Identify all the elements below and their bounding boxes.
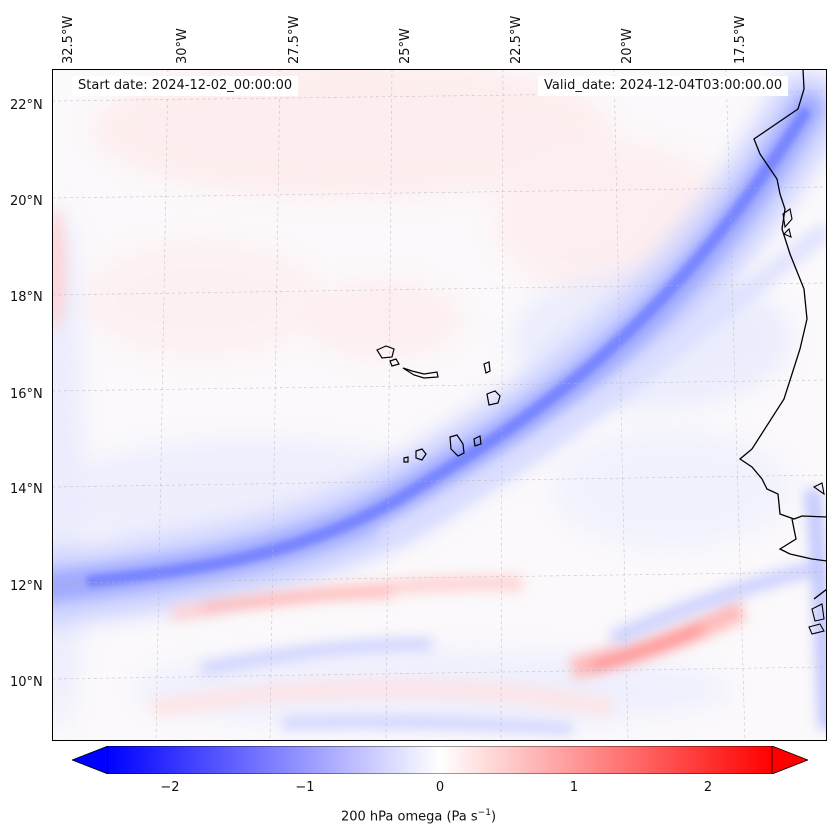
lat-label-20n: 20°N: [10, 194, 43, 209]
lat-label-12n: 12°N: [10, 579, 43, 594]
colorbar-tick-neg2: −2: [160, 780, 180, 795]
island-sao-nicolau: [402, 367, 439, 379]
lat-label-22n: 22°N: [10, 98, 43, 113]
island-santiago: [449, 434, 465, 457]
lat-label-16n: 16°N: [10, 387, 43, 402]
colorbar: [72, 746, 808, 774]
start-date-label: Start date: 2024-12-02_00:00:00: [72, 76, 299, 96]
lat-label-14n: 14°N: [10, 482, 43, 497]
descent-streaks-south: [200, 488, 827, 734]
lon-label-30w: 30°W: [175, 28, 190, 64]
descent-band-core: [86, 108, 810, 587]
island-brava: [403, 456, 409, 463]
colorbar-extend-left: [72, 746, 109, 774]
island-santo-antao: [376, 345, 395, 359]
lon-label-17-5w: 17.5°W: [733, 15, 748, 64]
lon-label-25w: 25°W: [398, 28, 413, 64]
cape-verde-islands: [376, 345, 501, 463]
colorbar-tick-neg1: −1: [295, 780, 315, 795]
colorbar-body: [108, 746, 772, 774]
island-sal: [483, 361, 491, 374]
omega-map: [52, 69, 827, 741]
coastline: [738, 69, 827, 600]
lat-label-10n: 10°N: [10, 675, 43, 690]
coast-detail-islands: [782, 208, 825, 635]
lon-label-22-5w: 22.5°W: [509, 15, 524, 64]
lat-label-18n: 18°N: [10, 290, 43, 305]
colorbar-tick-0: 0: [435, 780, 445, 795]
ascent-streaks-south: [52, 209, 747, 718]
island-sao-vicente: [389, 358, 400, 367]
colorbar-tick-1: 1: [569, 780, 579, 795]
map-frame: [52, 69, 827, 741]
graticule: [52, 69, 827, 741]
island-maio: [473, 435, 482, 447]
colorbar-extend-right: [771, 746, 808, 774]
descent-band-secondary: [377, 221, 827, 548]
island-boavista: [486, 390, 501, 406]
colorbar-tick-2: 2: [703, 780, 713, 795]
colorbar-label: 200 hPa omega (Pa s−1): [340, 808, 497, 825]
lon-label-20w: 20°W: [620, 28, 635, 64]
lon-label-27-5w: 27.5°W: [287, 15, 302, 64]
lon-label-32-5w: 32.5°W: [61, 15, 76, 64]
valid-date-label: Valid_date: 2024-12-04T03:00:00.00: [538, 76, 789, 96]
island-fogo: [415, 448, 427, 461]
